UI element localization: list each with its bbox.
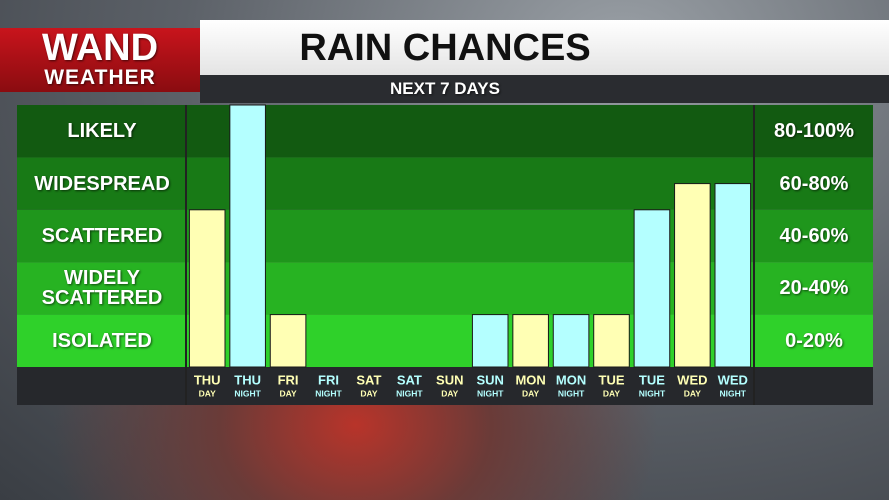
bar [471,314,509,368]
x-tick-label: SAT [356,372,381,387]
x-tick-label: MON [556,372,586,387]
x-tick-label: MON [515,372,545,387]
x-tick-label: TUE [639,372,665,387]
x-tick-sublabel: DAY [199,388,216,398]
x-tick-label: TUE [599,372,625,387]
logo-name: WAND [41,27,159,69]
band-label: SCATTERED [41,224,163,247]
logo-sub: WEATHER [44,66,156,89]
x-tick-sublabel: NIGHT [639,388,666,398]
x-tick-label: THU [194,372,221,387]
x-tick-sublabel: NIGHT [396,388,423,398]
x-tick-sublabel: NIGHT [558,388,585,398]
header-bar [200,20,889,75]
category-row [17,367,873,405]
bar [593,314,630,368]
subtitle-bar [200,75,889,103]
bar [633,209,671,368]
x-tick-sublabel: DAY [684,388,701,398]
bar [552,314,590,368]
band-label: WIDELY SCATTERED [41,267,163,310]
x-tick-sublabel: DAY [522,388,539,398]
band-range: 40-60% [779,224,849,247]
band-range: 60-80% [779,172,849,195]
x-tick-sublabel: NIGHT [477,388,504,398]
x-tick-sublabel: NIGHT [720,388,747,398]
chart-title: RAIN CHANCES [299,26,591,69]
bar [714,183,752,368]
x-tick-label: FRI [278,372,299,387]
x-tick-sublabel: DAY [360,388,377,398]
band [17,105,873,158]
x-tick-sublabel: DAY [603,388,620,398]
x-tick-sublabel: NIGHT [315,388,342,398]
x-tick-label: WED [718,372,748,387]
band-range: 20-40% [779,277,849,300]
x-tick-label: SUN [476,372,503,387]
band-range: 80-100% [773,120,855,143]
bar [674,183,711,368]
x-tick-label: FRI [318,372,339,387]
x-tick-sublabel: DAY [441,388,458,398]
logo-box [0,28,200,92]
bar [269,314,307,368]
band-range: 0-20% [785,329,843,352]
x-tick-label: THU [234,372,261,387]
band-label: ISOLATED [52,329,152,352]
x-tick-label: SUN [436,372,463,387]
x-tick-sublabel: NIGHT [234,388,261,398]
chart-subtitle: NEXT 7 DAYS [390,79,500,98]
bar [229,104,266,368]
bar [512,314,549,368]
x-tick-label: WED [677,372,707,387]
bar [188,209,226,368]
band-label: LIKELY [67,120,137,143]
band-label: WIDESPREAD [34,172,170,195]
x-tick-label: SAT [397,372,422,387]
x-tick-sublabel: DAY [279,388,296,398]
